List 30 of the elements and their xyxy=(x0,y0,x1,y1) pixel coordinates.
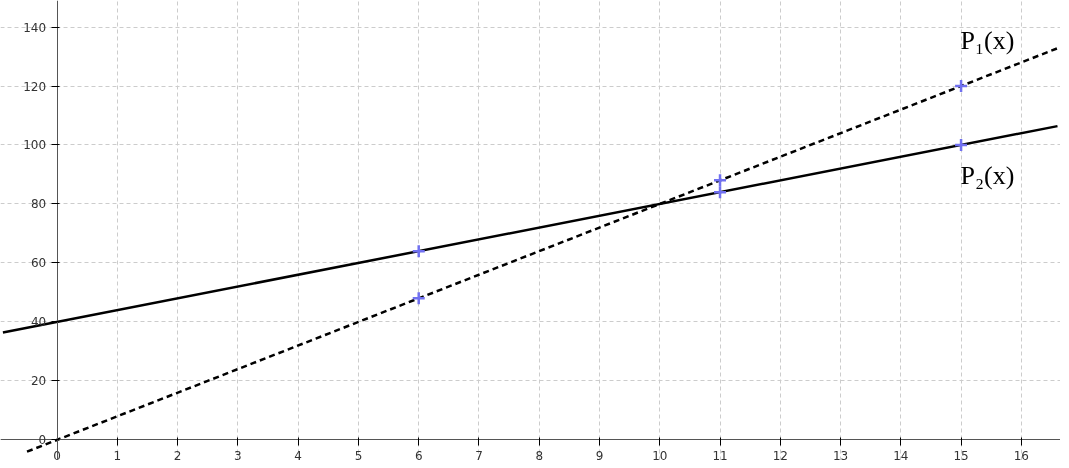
x-tick-label: 2 xyxy=(173,448,182,463)
x-tick-label: 12 xyxy=(772,448,788,463)
x-tick-label: 4 xyxy=(294,448,303,463)
y-tick-label: 100 xyxy=(23,138,47,153)
point xyxy=(411,243,426,259)
annotation: P₁(x) xyxy=(960,26,1015,55)
point xyxy=(953,137,969,153)
x-tick-label: 11 xyxy=(712,448,728,463)
point xyxy=(953,78,969,94)
x-tick-label: 16 xyxy=(1013,448,1029,463)
x-tick-label: 6 xyxy=(414,448,423,463)
y-tick-label: 140 xyxy=(23,20,47,35)
x-tick-label: 10 xyxy=(652,448,668,463)
x-tick-label: 1 xyxy=(113,448,122,463)
x-tick-label: 14 xyxy=(893,448,909,463)
x-tick-label: 9 xyxy=(595,448,604,463)
y-tick-label: 60 xyxy=(30,256,47,271)
y-tick-label: 20 xyxy=(30,374,47,389)
x-tick-label: 5 xyxy=(354,448,363,463)
x-tick-label: 13 xyxy=(832,448,849,463)
x-tick-label: 3 xyxy=(234,448,242,463)
point xyxy=(411,291,426,306)
y-tick-label: 120 xyxy=(23,79,47,94)
x-tick-label: 7 xyxy=(475,448,483,463)
x-tick-label: 15 xyxy=(953,448,969,463)
annotation: P₂(x) xyxy=(960,161,1015,190)
point xyxy=(712,173,728,188)
x-tick-label: 8 xyxy=(535,448,544,463)
point xyxy=(712,184,728,200)
y-tick-label: 80 xyxy=(30,197,47,212)
